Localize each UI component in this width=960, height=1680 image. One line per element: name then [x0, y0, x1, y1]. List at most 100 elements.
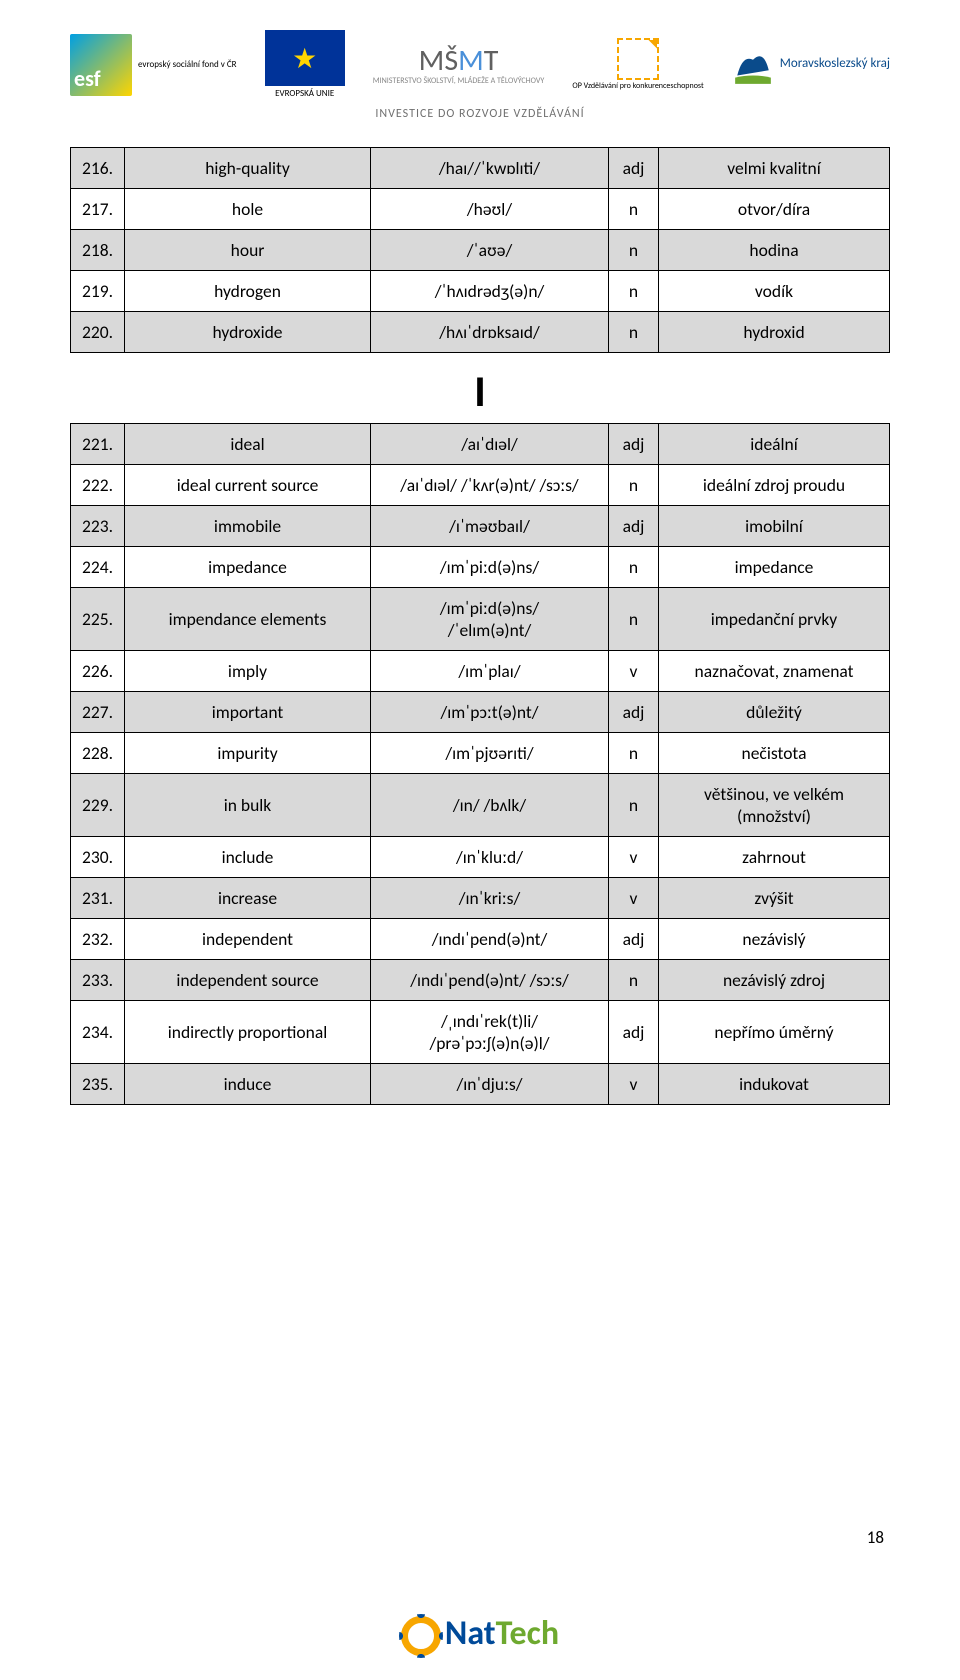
part-of-speech: n [609, 271, 659, 312]
ipa: /ˈaʊə/ [371, 230, 609, 271]
term: indirectly proportional [125, 1001, 371, 1064]
ipa: /ɪnˈdjuːs/ [371, 1064, 609, 1105]
row-number: 225. [71, 588, 125, 651]
nattech-gear-icon [401, 1616, 441, 1656]
part-of-speech: adj [609, 1001, 659, 1064]
ipa: /haɪ//ˈkwɒlɪti/ [371, 148, 609, 189]
meaning: ideální [659, 424, 890, 465]
part-of-speech: v [609, 878, 659, 919]
term: hour [125, 230, 371, 271]
ipa: /ɪnˈkriːs/ [371, 878, 609, 919]
logo-eu: ★ EVROPSKÁ UNIE [265, 30, 345, 99]
ipa: /hʌɪˈdrɒksaɪd/ [371, 312, 609, 353]
meaning: velmi kvalitní [659, 148, 890, 189]
part-of-speech: v [609, 651, 659, 692]
op-icon [617, 38, 659, 80]
table-row: 217.hole/həʊl/notvor/díra [71, 189, 890, 230]
term: independent source [125, 960, 371, 1001]
header-logos: esf evropský sociální fond v ČR ★ EVROPS… [70, 30, 890, 99]
term: impendance elements [125, 588, 371, 651]
msk-icon [732, 44, 774, 86]
document-page: esf evropský sociální fond v ČR ★ EVROPS… [0, 0, 960, 1680]
term: hydroxide [125, 312, 371, 353]
table-row: 216.high-quality/haɪ//ˈkwɒlɪti/adjvelmi … [71, 148, 890, 189]
meaning: nepřímo úměrný [659, 1001, 890, 1064]
ipa: /ɪndɪˈpend(ə)nt/ [371, 919, 609, 960]
vocab-table-2: 221.ideal/aɪˈdɪəl/adjideální222.ideal cu… [70, 423, 890, 1105]
row-number: 228. [71, 733, 125, 774]
term: in bulk [125, 774, 371, 837]
table-row: 228.impurity/ɪmˈpjʊərɪti/nnečistota [71, 733, 890, 774]
term: hole [125, 189, 371, 230]
row-number: 219. [71, 271, 125, 312]
meaning: zahrnout [659, 837, 890, 878]
part-of-speech: n [609, 189, 659, 230]
row-number: 221. [71, 424, 125, 465]
eu-text: EVROPSKÁ UNIE [265, 88, 345, 99]
meaning: indukovat [659, 1064, 890, 1105]
part-of-speech: n [609, 230, 659, 271]
vocab-table-1: 216.high-quality/haɪ//ˈkwɒlɪti/adjvelmi … [70, 147, 890, 353]
meaning: naznačovat, znamenat [659, 651, 890, 692]
esf-icon: esf [70, 34, 132, 96]
part-of-speech: n [609, 312, 659, 353]
row-number: 218. [71, 230, 125, 271]
term: immobile [125, 506, 371, 547]
logo-op: OP Vzdělávání pro konkurenceschopnost [572, 38, 703, 91]
table-row: 230.include/ɪnˈkluːd/vzahrnout [71, 837, 890, 878]
table-row: 225.impendance elements/ɪmˈpiːd(ə)ns/ /ˈ… [71, 588, 890, 651]
meaning: impedance [659, 547, 890, 588]
row-number: 230. [71, 837, 125, 878]
part-of-speech: adj [609, 919, 659, 960]
ipa: /ɪmˈplaɪ/ [371, 651, 609, 692]
footer-logo: NatTech [0, 1613, 960, 1656]
page-number: 18 [867, 1527, 884, 1548]
ipa: /ɪndɪˈpend(ə)nt/ /sɔːs/ [371, 960, 609, 1001]
eu-flag-icon: ★ [265, 30, 345, 86]
meaning: impedanční prvky [659, 588, 890, 651]
ipa: /həʊl/ [371, 189, 609, 230]
ipa: /aɪˈdɪəl/ /ˈkʌr(ə)nt/ /sɔːs/ [371, 465, 609, 506]
msk-text: Moravskoslezský kraj [780, 57, 890, 71]
table-row: 218.hour/ˈaʊə/nhodina [71, 230, 890, 271]
term: include [125, 837, 371, 878]
part-of-speech: adj [609, 424, 659, 465]
table-row: 221.ideal/aɪˈdɪəl/adjideální [71, 424, 890, 465]
ipa: /ɪnˈkluːd/ [371, 837, 609, 878]
table-row: 233.independent source/ɪndɪˈpend(ə)nt/ /… [71, 960, 890, 1001]
row-number: 222. [71, 465, 125, 506]
part-of-speech: adj [609, 692, 659, 733]
row-number: 220. [71, 312, 125, 353]
msmt-text: MINISTERSTVO ŠKOLSTVÍ, MLÁDEŽE A TĚLOVÝC… [373, 77, 545, 86]
section-letter: I [70, 369, 890, 413]
meaning: imobilní [659, 506, 890, 547]
ipa: /ɪmˈpɔːt(ə)nt/ [371, 692, 609, 733]
term: impurity [125, 733, 371, 774]
meaning: hydroxid [659, 312, 890, 353]
part-of-speech: adj [609, 506, 659, 547]
ipa: /ɪmˈpjʊərɪti/ [371, 733, 609, 774]
ipa: /ɪˈməʊbaɪl/ [371, 506, 609, 547]
table-row: 226.imply/ɪmˈplaɪ/vnaznačovat, znamenat [71, 651, 890, 692]
msmt-icon: MŠMT [373, 44, 545, 77]
term: hydrogen [125, 271, 371, 312]
meaning: důležitý [659, 692, 890, 733]
meaning: nezávislý zdroj [659, 960, 890, 1001]
part-of-speech: n [609, 465, 659, 506]
part-of-speech: n [609, 774, 659, 837]
part-of-speech: n [609, 588, 659, 651]
meaning: otvor/díra [659, 189, 890, 230]
table-row: 224.impedance/ɪmˈpiːd(ə)ns/nimpedance [71, 547, 890, 588]
part-of-speech: adj [609, 148, 659, 189]
op-text: OP Vzdělávání pro konkurenceschopnost [572, 82, 703, 91]
row-number: 233. [71, 960, 125, 1001]
row-number: 216. [71, 148, 125, 189]
meaning: zvýšit [659, 878, 890, 919]
table-row: 235.induce/ɪnˈdjuːs/vindukovat [71, 1064, 890, 1105]
term: imply [125, 651, 371, 692]
term: high-quality [125, 148, 371, 189]
part-of-speech: n [609, 960, 659, 1001]
table-row: 220.hydroxide/hʌɪˈdrɒksaɪd/nhydroxid [71, 312, 890, 353]
table-row: 223.immobile/ɪˈməʊbaɪl/adjimobilní [71, 506, 890, 547]
table-row: 229.in bulk/ɪn/ /bʌlk/nvětšinou, ve velk… [71, 774, 890, 837]
